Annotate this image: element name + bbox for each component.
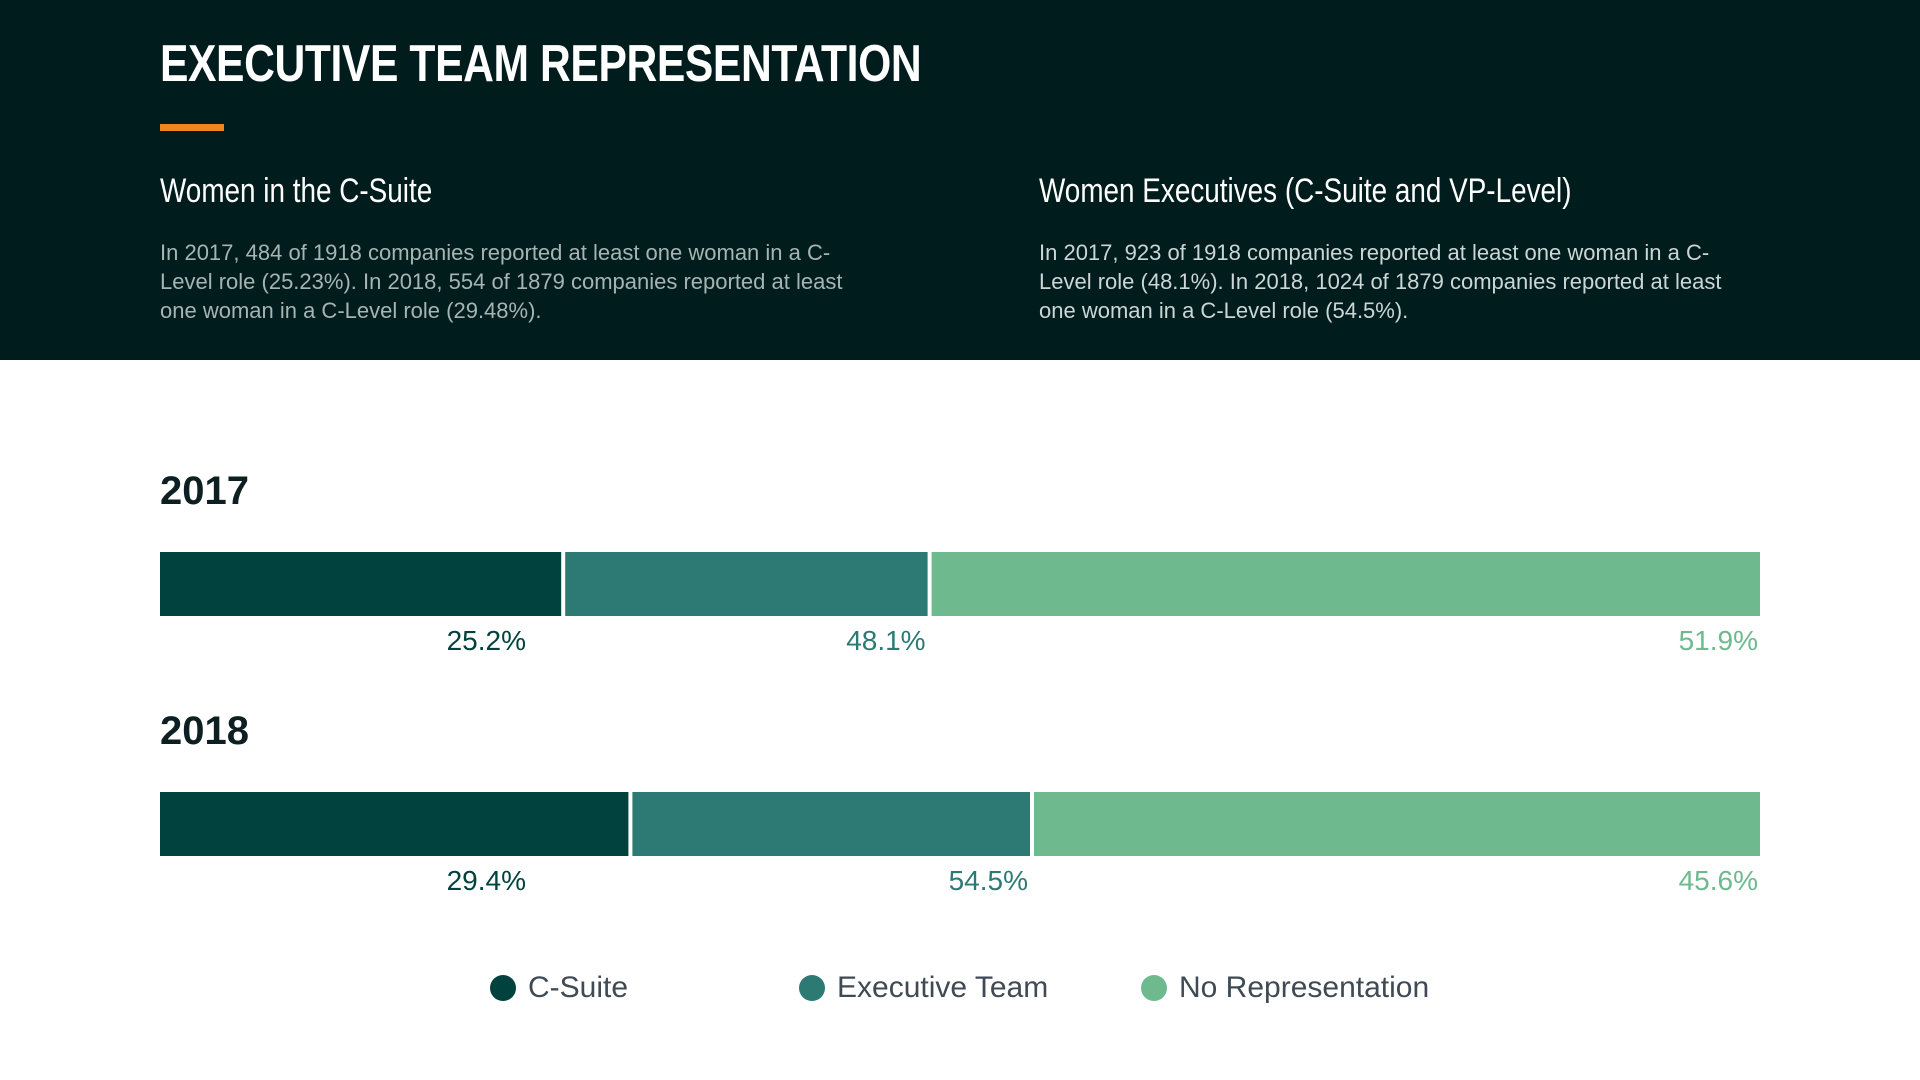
value-label-c-suite-2018: 29.4%	[447, 865, 526, 896]
bar-segment-no-representation-2017	[931, 552, 1760, 616]
value-label-no-representation-2017: 51.9%	[1679, 625, 1758, 656]
legend-swatch-no-representation	[1141, 975, 1167, 1001]
year-label-2018: 2018	[160, 709, 249, 753]
legend-label-executive-team: Executive Team	[837, 971, 1049, 1004]
value-label-executive-team-2018: 54.5%	[949, 865, 1028, 896]
bar-segment-c-suite-2017	[160, 552, 562, 616]
c-suite-summary: Women in the C-Suite In 2017, 484 of 191…	[160, 172, 880, 325]
bar-segment-executive-team-2017	[565, 552, 928, 616]
c-suite-summary-title: Women in the C-Suite	[160, 172, 433, 210]
value-label-c-suite-2017: 25.2%	[447, 625, 526, 656]
executives-summary-text: In 2017, 923 of 1918 companies reported …	[1039, 240, 1722, 323]
legend-item-c-suite: C-Suite	[490, 968, 628, 1008]
bar-segment-no-representation-2018	[1034, 792, 1760, 856]
title-accent-rule	[160, 124, 224, 131]
executives-summary-title: Women Executives (C-Suite and VP-Level)	[1039, 172, 1572, 210]
value-label-executive-team-2017: 48.1%	[846, 625, 925, 656]
legend-swatch-c-suite	[490, 975, 516, 1001]
c-suite-summary-text: In 2017, 484 of 1918 companies reported …	[160, 240, 843, 323]
legend-item-no-representation: No Representation	[1141, 968, 1429, 1008]
page-title: EXECUTIVE TEAM REPRESENTATION	[160, 35, 922, 93]
legend-label-c-suite: C-Suite	[528, 971, 629, 1004]
legend-item-executive-team: Executive Team	[799, 968, 1048, 1008]
year-label-2017: 2017	[160, 469, 249, 513]
chart-legend: C-Suite Executive Team No Representation	[0, 968, 1920, 1008]
header-panel: EXECUTIVE TEAM REPRESENTATION Women in t…	[0, 0, 1920, 360]
bar-segment-executive-team-2018	[632, 792, 1030, 856]
value-label-no-representation-2018: 45.6%	[1679, 865, 1758, 896]
executives-summary: Women Executives (C-Suite and VP-Level) …	[1039, 172, 1759, 325]
bar-segment-c-suite-2018	[160, 792, 629, 856]
legend-swatch-executive-team	[799, 975, 825, 1001]
legend-label-no-representation: No Representation	[1179, 971, 1430, 1004]
